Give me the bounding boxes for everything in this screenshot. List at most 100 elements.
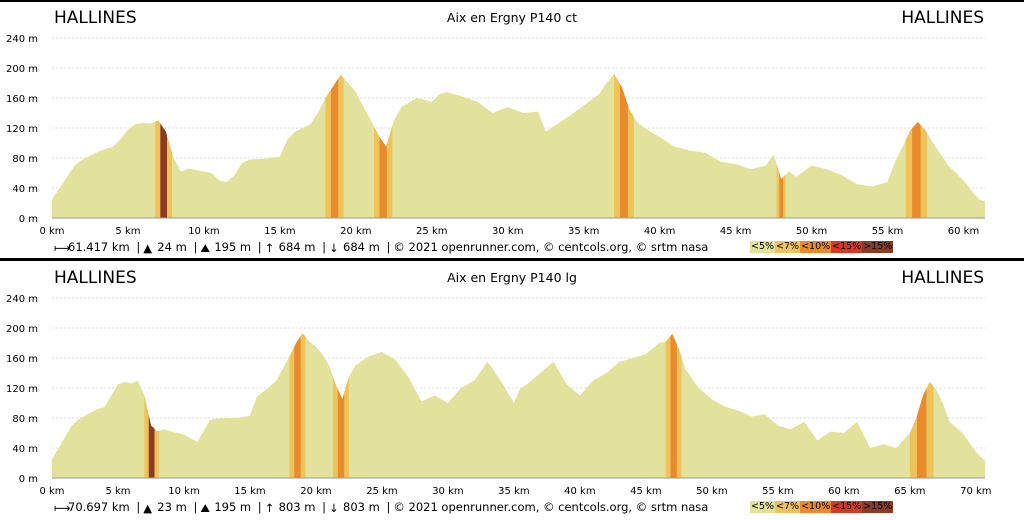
start-label: HALLINES	[54, 268, 137, 288]
legend-gt15: >15%	[862, 501, 894, 513]
climb-segment	[144, 333, 159, 478]
y-tick-label: 200 m	[6, 64, 38, 75]
legend-lt15: <15%	[831, 241, 863, 253]
grade-legend: <5% <7% <10% <15% >15%	[750, 501, 894, 513]
climb-segment	[665, 333, 682, 478]
x-tick-label: 70 km	[960, 486, 991, 497]
y-tick-label: 160 m	[6, 354, 38, 365]
profile-panel-1: HALLINES Aix en Ergny P140 ct HALLINES 0…	[0, 2, 1024, 260]
legend-lt5: <5%	[750, 501, 776, 513]
min-altitude-value: 24 m	[157, 240, 187, 254]
x-tick-label: 10 km	[188, 226, 219, 237]
x-tick-label: 40 km	[564, 486, 595, 497]
x-tick-label: 55 km	[762, 486, 793, 497]
elevation-chart: 0 m 40 m 80 m 120 m 160 m 200 m 240 m 0 km 5 km 1…	[6, 34, 985, 237]
x-tick-label: 20 km	[340, 226, 371, 237]
x-tick-label: 55 km	[872, 226, 903, 237]
distance-value: 70.697 km	[68, 500, 130, 514]
start-label: HALLINES	[54, 8, 137, 28]
y-tick-label: 40 m	[12, 184, 38, 195]
min-altitude-value: 23 m	[157, 500, 187, 514]
x-tick-label: 20 km	[300, 486, 331, 497]
y-tick-label: 240 m	[6, 34, 38, 45]
credits: © 2021 openrunner.com, © centcols.org, ©…	[393, 500, 709, 514]
distance-icon: ⟼	[54, 241, 71, 255]
max-altitude-icon: ⛰	[200, 241, 210, 255]
legend-lt10: <10%	[800, 241, 832, 253]
y-tick-label: 240 m	[6, 294, 38, 305]
x-tick-label: 35 km	[568, 226, 599, 237]
elevation-loss-icon: ↓	[329, 501, 339, 515]
y-tick-label: 200 m	[6, 324, 38, 335]
elevation-chart: 0 m 40 m 80 m 120 m 160 m 200 m 240 m 0 km 5 km 1…	[6, 294, 992, 497]
route-stats: ⟼61.417 km | ▲ 24 m | ⛰ 195 m | ↑ 684 m | ↓ 684 …	[54, 240, 709, 255]
x-tick-label: 25 km	[366, 486, 397, 497]
x-tick-label: 15 km	[264, 226, 295, 237]
x-tick-label: 0 km	[39, 226, 64, 237]
x-tick-label: 30 km	[432, 486, 463, 497]
x-tick-label: 10 km	[168, 486, 199, 497]
top-border	[0, 0, 1024, 2]
climb-segment	[374, 74, 393, 218]
route-stats: ⟼70.697 km | ▲ 23 m | ⛰ 195 m | ↑ 803 m | ↓ 803 …	[54, 500, 709, 515]
y-tick-label: 120 m	[6, 124, 38, 135]
y-tick-label: 0 m	[19, 474, 38, 485]
legend-lt5: <5%	[750, 241, 776, 253]
elevation-gain-value: 803 m	[278, 500, 316, 514]
legend-lt15: <15%	[831, 501, 863, 513]
max-altitude-icon: ⛰	[200, 501, 210, 515]
climb-segment	[325, 74, 344, 218]
y-tick-label: 80 m	[12, 414, 38, 425]
profile-title: Aix en Ergny P140 lg	[447, 270, 577, 285]
credits: © 2021 openrunner.com, © centcols.org, ©…	[393, 240, 709, 254]
legend-lt7: <7%	[775, 241, 801, 253]
x-tick-label: 40 km	[644, 226, 675, 237]
elevation-area	[52, 74, 985, 218]
min-altitude-icon: ▲	[143, 241, 153, 255]
profile-panel-2: HALLINES Aix en Ergny P140 lg HALLINES 0…	[0, 262, 1024, 520]
distance-value: 61.417 km	[68, 240, 130, 254]
x-tick-label: 15 km	[234, 486, 265, 497]
climb-segment	[909, 333, 934, 478]
x-tick-label: 25 km	[416, 226, 447, 237]
y-tick-label: 80 m	[12, 154, 38, 165]
elevation-gain-icon: ↑	[264, 501, 275, 515]
y-tick-label: 40 m	[12, 444, 38, 455]
legend-lt7: <7%	[775, 501, 801, 513]
max-altitude-value: 195 m	[214, 500, 252, 514]
x-tick-label: 5 km	[115, 226, 140, 237]
min-altitude-icon: ▲	[143, 501, 153, 515]
elevation-loss-value: 684 m	[343, 240, 380, 254]
y-tick-label: 0 m	[19, 214, 38, 225]
x-tick-label: 50 km	[796, 226, 827, 237]
elevation-gain-icon: ↑	[264, 241, 275, 255]
end-label: HALLINES	[901, 8, 984, 28]
x-tick-label: 60 km	[948, 226, 979, 237]
elevation-gain-value: 684 m	[278, 240, 316, 254]
x-tick-label: 45 km	[630, 486, 661, 497]
elevation-loss-value: 803 m	[343, 500, 380, 514]
x-tick-label: 65 km	[894, 486, 925, 497]
climb-segment	[614, 74, 634, 218]
x-tick-label: 50 km	[696, 486, 727, 497]
y-tick-label: 120 m	[6, 384, 38, 395]
grade-legend: <5% <7% <10% <15% >15%	[750, 241, 894, 253]
end-label: HALLINES	[901, 268, 984, 288]
climb-segment	[333, 333, 349, 478]
x-tick-label: 5 km	[105, 486, 130, 497]
distance-icon: ⟼	[54, 501, 71, 515]
panel-divider	[0, 258, 1024, 261]
x-tick-label: 0 km	[39, 486, 64, 497]
profile-title: Aix en Ergny P140 ct	[446, 10, 578, 25]
climb-segment	[776, 74, 786, 218]
elevation-loss-icon: ↓	[329, 241, 339, 255]
climb-segment	[905, 74, 928, 218]
y-tick-label: 160 m	[6, 94, 38, 105]
max-altitude-value: 195 m	[214, 240, 252, 254]
climb-segment	[289, 333, 306, 478]
x-tick-label: 60 km	[828, 486, 859, 497]
x-tick-label: 35 km	[498, 486, 529, 497]
elevation-area	[52, 333, 985, 478]
x-tick-label: 45 km	[720, 226, 751, 237]
legend-gt15: >15%	[862, 241, 894, 253]
